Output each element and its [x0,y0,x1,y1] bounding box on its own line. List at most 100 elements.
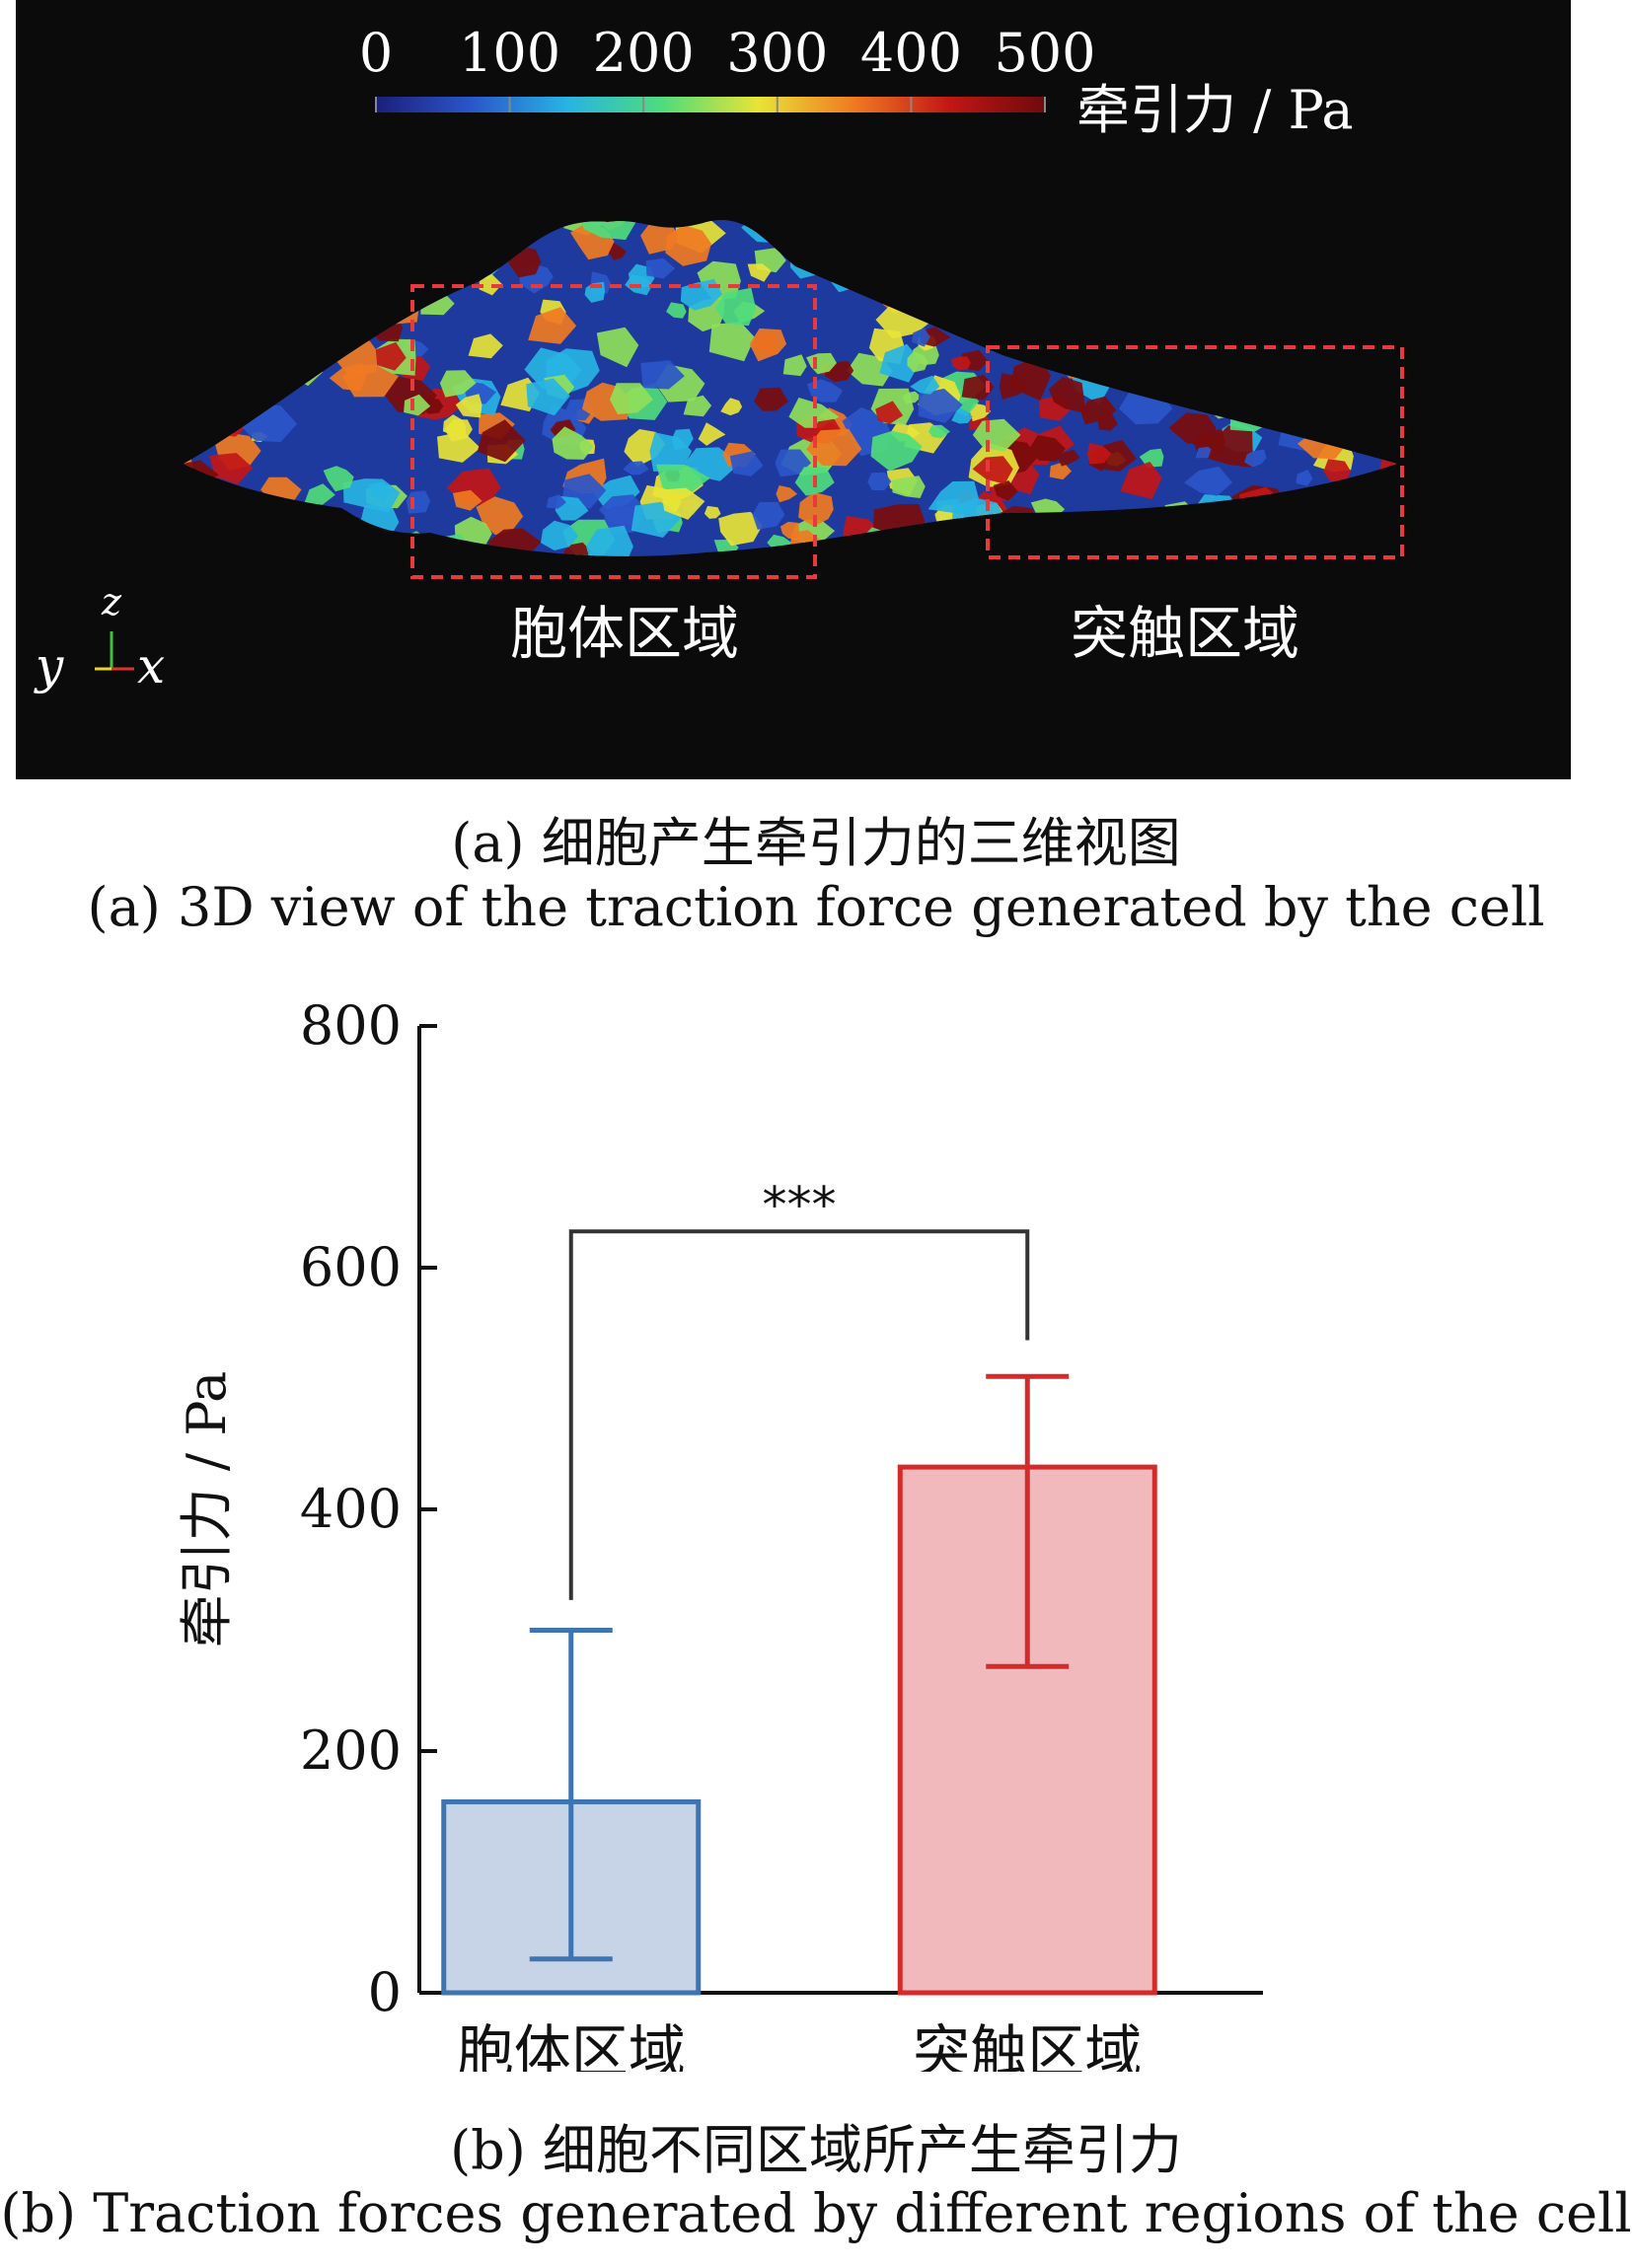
traction-patch [191,349,235,376]
traction-patch [1311,527,1371,556]
traction-patch [541,520,579,550]
traction-patch [404,394,431,416]
traction-patch [1264,264,1302,298]
traction-patch [209,453,254,485]
traction-patch [743,207,761,219]
traction-patch [1207,220,1256,248]
traction-patch [381,220,408,232]
traction-patch [927,220,977,246]
traction-patch [666,302,687,319]
traction-patch [1026,233,1042,249]
traction-patch [972,418,1021,452]
traction-patch [526,378,570,416]
traction-patch [1160,329,1181,344]
traction-patch [920,327,951,347]
traction-patch [337,220,373,239]
traction-patch [528,307,577,344]
traction-patch [993,480,1018,501]
traction-patch [698,422,726,446]
traction-patch [645,257,676,279]
traction-patch [262,225,311,261]
traction-patch [199,499,255,541]
traction-patch [992,247,1033,290]
traction-patch [436,256,466,280]
colorbar-tick-label: 200 [593,22,695,84]
traction-patch [1344,220,1375,238]
traction-patch [919,227,940,244]
traction-patch [1153,512,1188,540]
traction-patch [479,273,502,296]
traction-patch [918,388,963,423]
traction-patch [1070,257,1097,285]
y-tick-label: 200 [300,1719,402,1782]
traction-patch [419,239,463,269]
traction-patch [342,478,401,513]
traction-patch [972,456,1013,484]
traction-patch [1177,220,1204,226]
traction-patch [1331,296,1372,320]
traction-patch [1012,254,1037,271]
colorbar-tick-label: 500 [994,22,1095,84]
traction-patch [1209,359,1265,396]
traction-patch [939,233,985,273]
traction-patch [1164,501,1199,524]
cell-3d-view: 0 100 200 300 400 500 牵引力 / Pa 胞体区域 突触区域 z y … [16,0,1571,779]
traction-patch [452,489,482,511]
y-tick-label: 0 [368,1961,402,2023]
traction-patch [227,499,263,522]
caption-a-en: (a) 3D view of the traction force genera… [87,876,1545,938]
traction-patch [1184,466,1232,496]
traction-patch [1048,377,1085,413]
traction-patch [1364,220,1394,226]
traction-patch [903,220,932,234]
traction-patch [200,328,250,367]
traction-patch [1334,531,1361,552]
traction-patch [798,491,834,527]
colorbar: 0 100 200 300 400 500 牵引力 / Pa [359,22,1354,141]
traction-patch [1113,285,1153,331]
traction-patch [1110,307,1131,327]
traction-patch [408,220,461,256]
traction-patch [649,432,693,472]
traction-patch [296,242,344,280]
bar-chart-canvas: 0 200 400 600 800 胞体区域 突触区域 *** 牵引力 / Pa [176,994,1263,2085]
traction-patch [708,322,755,362]
traction-patch [367,315,404,342]
traction-patch [316,315,342,340]
traction-patch [313,305,369,345]
traction-patch [994,229,1026,252]
traction-patch [1240,220,1276,242]
traction-patch [283,313,338,339]
significance-bracket [568,1229,1030,1600]
traction-patch [1120,462,1162,499]
cell-3d-canvas: 0 100 200 300 400 500 牵引力 / Pa 胞体区域 突触区域 z y … [34,22,1404,695]
traction-patch [1173,220,1204,245]
traction-patch [1263,516,1294,535]
traction-patch [1336,503,1362,521]
traction-patch [1002,532,1041,555]
traction-patch [715,287,757,327]
traction-patch [305,220,345,257]
traction-patch [1270,513,1298,536]
traction-patch [1341,306,1397,344]
traction-patch [1245,256,1300,290]
traction-patch [951,407,973,424]
traction-patch [337,270,364,295]
traction-patch [1239,486,1290,523]
traction-patch [704,505,721,519]
traction-patch [375,341,407,371]
traction-patch [1186,220,1209,235]
traction-patch [1242,220,1285,241]
traction-patch [1338,220,1393,236]
soma-region-label: 胞体区域 [510,600,739,667]
y-tick-label: 600 [300,1236,402,1298]
traction-patch [477,419,526,463]
traction-patch [1161,227,1197,259]
traction-patch [847,352,893,387]
traction-patch [1313,391,1358,425]
traction-patch [640,360,685,390]
colorbar-label: 牵引力 / Pa [1076,79,1354,141]
traction-patch [1244,449,1267,468]
cell-surface [184,207,1397,556]
traction-patch [867,472,892,491]
